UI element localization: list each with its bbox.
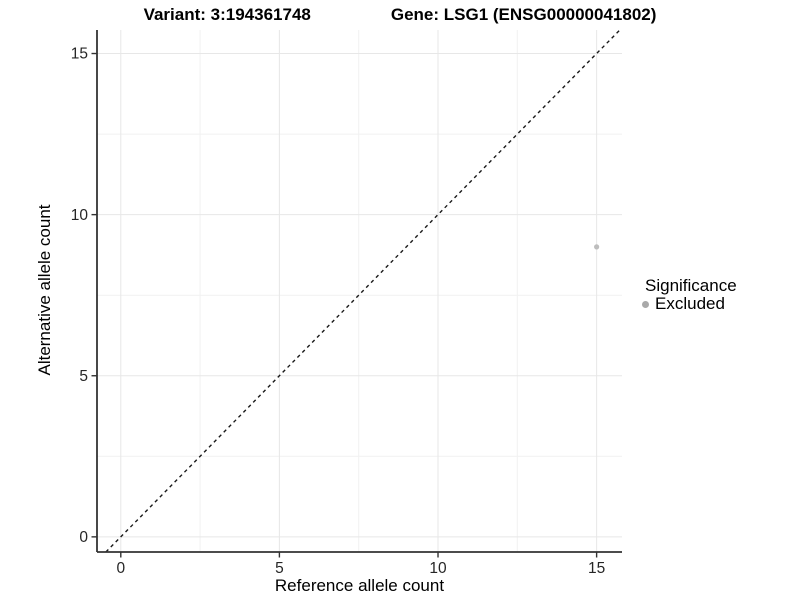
y-tick-label: 15	[71, 46, 88, 63]
x-tick-label: 10	[429, 560, 447, 577]
legend-item-excluded: Excluded	[640, 295, 737, 313]
legend-key-dot-icon	[642, 300, 649, 308]
plot-title-variant: Variant: 3:194361748	[143, 5, 311, 24]
x-tick-label: 5	[275, 560, 284, 577]
y-tick-label: 5	[79, 368, 88, 385]
y-tick-label: 10	[71, 207, 89, 224]
y-tick-label: 0	[79, 529, 88, 546]
data-point	[594, 244, 600, 250]
plot-title: Variant: 3:194361748 Gene: LSG1 (ENSG000…	[0, 5, 800, 25]
x-axis-title: Reference allele count	[274, 576, 445, 595]
y-axis-title: Alternative allele count	[35, 204, 54, 376]
legend-item-label: Excluded	[655, 294, 725, 313]
plot-title-gene: Gene: LSG1 (ENSG00000041802)	[390, 5, 657, 24]
legend-title: Significance	[645, 276, 737, 295]
legend: Significance Excluded	[640, 277, 737, 313]
x-tick-label: 0	[116, 560, 125, 577]
x-tick-label: 15	[588, 560, 605, 577]
identity-dashed-line	[105, 29, 621, 553]
